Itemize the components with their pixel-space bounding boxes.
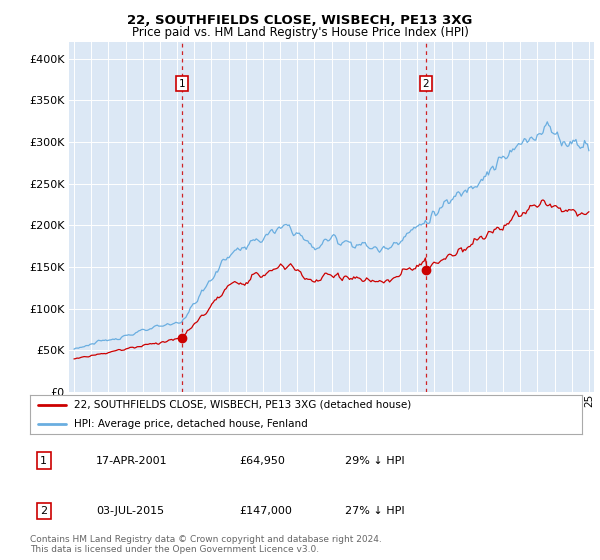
- Text: 1: 1: [179, 78, 185, 88]
- Text: Contains HM Land Registry data © Crown copyright and database right 2024.
This d: Contains HM Land Registry data © Crown c…: [30, 535, 382, 554]
- Text: 03-JUL-2015: 03-JUL-2015: [96, 506, 164, 516]
- Text: 29% ↓ HPI: 29% ↓ HPI: [344, 456, 404, 465]
- Text: 1: 1: [40, 456, 47, 465]
- Text: 22, SOUTHFIELDS CLOSE, WISBECH, PE13 3XG: 22, SOUTHFIELDS CLOSE, WISBECH, PE13 3XG: [127, 14, 473, 27]
- Text: £64,950: £64,950: [240, 456, 286, 465]
- Text: 27% ↓ HPI: 27% ↓ HPI: [344, 506, 404, 516]
- Text: 2: 2: [40, 506, 47, 516]
- Text: 22, SOUTHFIELDS CLOSE, WISBECH, PE13 3XG (detached house): 22, SOUTHFIELDS CLOSE, WISBECH, PE13 3XG…: [74, 400, 412, 409]
- Text: £147,000: £147,000: [240, 506, 293, 516]
- Text: 17-APR-2001: 17-APR-2001: [96, 456, 168, 465]
- Text: HPI: Average price, detached house, Fenland: HPI: Average price, detached house, Fenl…: [74, 419, 308, 429]
- Text: Price paid vs. HM Land Registry's House Price Index (HPI): Price paid vs. HM Land Registry's House …: [131, 26, 469, 39]
- Text: 2: 2: [422, 78, 429, 88]
